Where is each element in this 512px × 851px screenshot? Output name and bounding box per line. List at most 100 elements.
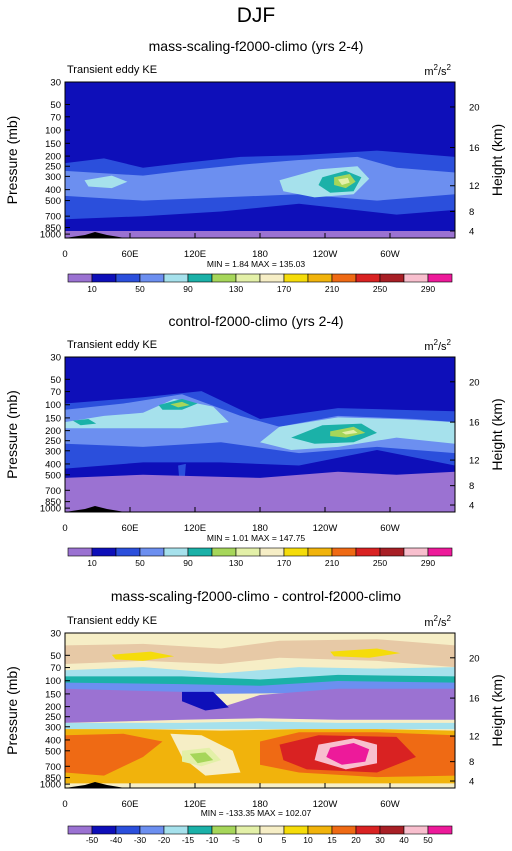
y-right-axis-label: Height (km)	[489, 398, 505, 470]
colorbar: -50 -40 -30 -20 -15 -10 -5 0 5 10 15 20 30 40 50	[67, 825, 453, 845]
colorbar-swatch	[259, 273, 285, 283]
colorbar-label: 130	[229, 558, 243, 568]
y-tick-label: 300	[45, 172, 61, 183]
y-tick-label: 100	[45, 126, 61, 137]
colorbar-swatch	[187, 547, 213, 557]
band-minus50	[65, 688, 455, 723]
terrain	[65, 232, 125, 238]
y-tick-label: 1000	[40, 504, 61, 515]
colorbar-label: 5	[282, 835, 287, 845]
colorbar-label: 10	[87, 558, 97, 568]
x-tick-label: 60E	[122, 523, 139, 534]
y-right-tick-label: 20	[469, 102, 480, 113]
panel-1: mass-scaling-f2000-climo (yrs 2-4) Transi…	[4, 38, 505, 294]
stats-label: MIN = 1.01 MAX = 147.75	[207, 533, 306, 543]
y-tick-label: 400	[45, 735, 61, 746]
y-tick-label: 300	[45, 722, 61, 733]
colorbar-swatch	[427, 547, 453, 557]
colorbar-label: 90	[183, 284, 193, 294]
y-tick-label: 30	[50, 78, 61, 89]
band-minus40	[182, 691, 229, 711]
colorbar-swatch	[187, 273, 213, 283]
colorbar-label: 170	[277, 558, 291, 568]
colorbar-label: -20	[158, 835, 171, 845]
y-right-tick-label: 4	[469, 501, 474, 512]
band-90-west	[84, 175, 128, 189]
y-tick-label: 500	[45, 470, 61, 481]
band-130-c	[341, 429, 358, 435]
colorbar-swatch	[259, 547, 285, 557]
colorbar-label: 210	[325, 284, 339, 294]
colorbar-swatch	[379, 825, 405, 835]
band-minus10-mid	[189, 752, 214, 764]
panel-title: mass-scaling-f2000-climo (yrs 2-4)	[149, 38, 364, 54]
colorbar-swatch	[115, 273, 141, 283]
colorbar-swatch	[67, 547, 93, 557]
colorbar-label: 250	[373, 558, 387, 568]
y-right-tick-label: 12	[469, 732, 480, 743]
colorbar-swatch	[115, 825, 141, 835]
colorbar-swatch	[283, 547, 309, 557]
colorbar: 10 50 90 130 170 210 250 290	[67, 273, 453, 294]
band-minus5-lower	[65, 721, 455, 730]
terrain	[65, 782, 125, 788]
y-tick-label: 150	[45, 139, 61, 150]
x-tick-label: 60W	[380, 249, 400, 260]
units-label: m2/s2	[424, 63, 451, 78]
heatmap-field	[65, 82, 455, 238]
x-tick-label: 0	[62, 523, 67, 534]
y-tick-label: 50	[50, 100, 61, 111]
y-axis-label: Pressure (mb)	[4, 116, 20, 205]
colorbar-swatch	[139, 547, 165, 557]
y-tick-label: 30	[50, 629, 61, 640]
colorbar-label: -15	[182, 835, 195, 845]
y-axis-label: Pressure (mb)	[4, 666, 20, 755]
y-tick-label: 500	[45, 196, 61, 207]
colorbar-swatch	[67, 825, 93, 835]
colorbar: 10 50 90 130 170 210 250 290	[67, 547, 453, 568]
y-tick-label: 150	[45, 413, 61, 424]
colorbar-label: 250	[373, 284, 387, 294]
units-label: m2/s2	[424, 614, 451, 629]
x-tick-label: 60E	[122, 799, 139, 810]
x-tick-label: 180	[252, 523, 268, 534]
colorbar-swatch	[307, 547, 333, 557]
colorbar-swatch	[235, 547, 261, 557]
y-tick-label: 100	[45, 676, 61, 687]
colorbar-swatch	[67, 273, 93, 283]
y-tick-label: 50	[50, 651, 61, 662]
y-tick-label: 850	[45, 223, 61, 234]
panel-subtitle: Transient eddy KE	[67, 339, 157, 351]
band-plus20-west	[65, 733, 163, 776]
colorbar-label: 50	[135, 284, 145, 294]
colorbar-label: -5	[232, 835, 240, 845]
colorbar-label: -50	[86, 835, 99, 845]
y-right-tick-label: 12	[469, 456, 480, 467]
y-tick-label: 700	[45, 486, 61, 497]
colorbar-swatch	[307, 273, 333, 283]
colorbar-label: 170	[277, 284, 291, 294]
colorbar-label: 30	[375, 835, 385, 845]
y-tick-label: 300	[45, 446, 61, 457]
y-tick-label: 200	[45, 426, 61, 437]
y-right-tick-label: 20	[469, 653, 480, 664]
y-tick-label: 1000	[40, 780, 61, 791]
terrain	[65, 506, 125, 512]
colorbar-swatch	[235, 825, 261, 835]
colorbar-label: 130	[229, 284, 243, 294]
colorbar-swatch	[403, 547, 429, 557]
y-right-tick-label: 8	[469, 481, 474, 492]
colorbar-swatch	[355, 825, 381, 835]
colorbar-label: 290	[421, 284, 435, 294]
colorbar-label: 15	[327, 835, 337, 845]
colorbar-label: -10	[206, 835, 219, 845]
colorbar-swatch	[283, 825, 309, 835]
units-label: m2/s2	[424, 338, 451, 353]
y-right-tick-label: 8	[469, 757, 474, 768]
x-tick-label: 60W	[380, 523, 400, 534]
stats-label: MIN = -133.35 MAX = 102.07	[201, 808, 312, 818]
colorbar-label: 10	[303, 835, 313, 845]
stats-label: MIN = 1.84 MAX = 135.03	[207, 259, 306, 269]
colorbar-swatch	[283, 273, 309, 283]
